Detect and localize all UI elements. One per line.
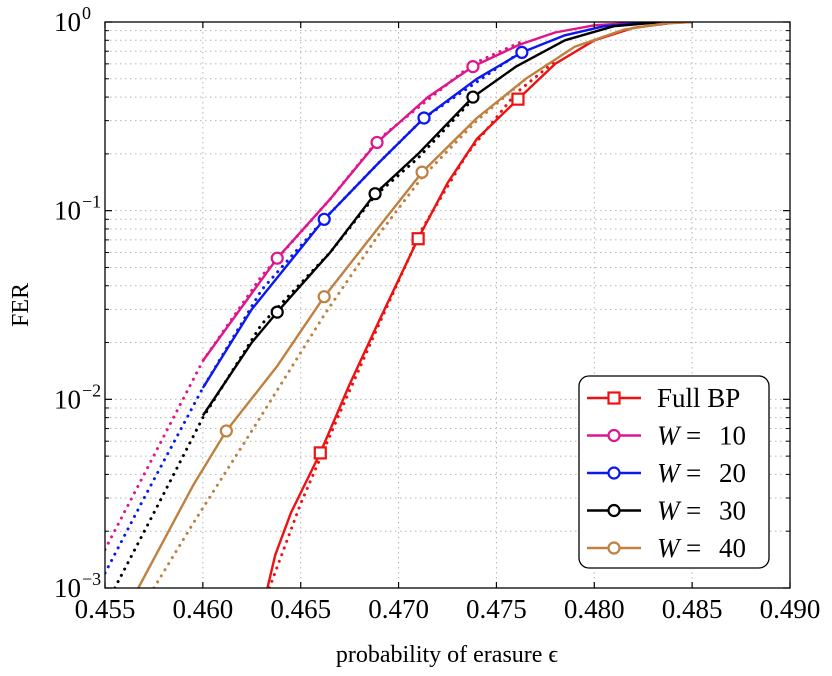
legend-item: W = 10 bbox=[587, 421, 746, 451]
x-tick-label: 0.470 bbox=[368, 594, 429, 624]
legend-label: W bbox=[657, 533, 682, 563]
data-point bbox=[368, 187, 382, 201]
legend-equals: = bbox=[686, 496, 701, 526]
data-point bbox=[313, 446, 327, 460]
y-tick-label: 10 bbox=[54, 573, 81, 603]
data-point bbox=[219, 424, 233, 438]
legend-equals: = bbox=[686, 533, 701, 563]
series-dotted-line bbox=[152, 77, 528, 588]
x-tick-label: 0.465 bbox=[270, 594, 331, 624]
legend-label: Full BP bbox=[657, 383, 740, 413]
legend-value: 30 bbox=[719, 496, 746, 526]
data-point bbox=[515, 45, 529, 60]
legend-label: W bbox=[657, 421, 682, 451]
x-tick-labels: 0.455 0.460 0.465 0.470 0.475 0.480 0.485 0.490 bbox=[75, 594, 821, 624]
x-tick-label: 0.455 bbox=[75, 594, 136, 624]
y-tick-exponent: 0 bbox=[82, 3, 91, 23]
data-point bbox=[317, 290, 331, 304]
data-point bbox=[317, 212, 331, 226]
legend-value: 20 bbox=[719, 458, 746, 488]
x-tick-label: 0.485 bbox=[662, 594, 723, 624]
x-tick-label: 0.490 bbox=[760, 594, 821, 624]
legend-item: Full BP bbox=[587, 383, 740, 413]
legend-item: W = 40 bbox=[587, 533, 746, 563]
legend-label: W bbox=[657, 496, 682, 526]
x-axis-title: probability of erasure ϵ bbox=[336, 642, 559, 668]
ticks bbox=[104, 21, 791, 589]
data-layer bbox=[105, 22, 693, 588]
y-tick-label: 10 bbox=[54, 7, 81, 37]
x-tick-label: 0.480 bbox=[564, 594, 625, 624]
data-point bbox=[415, 165, 429, 179]
y-tick-exponent: −1 bbox=[82, 192, 101, 212]
y-tick-exponent: −3 bbox=[82, 569, 101, 589]
legend-swatch-marker bbox=[607, 391, 621, 405]
series-1 bbox=[105, 22, 673, 551]
series-line bbox=[201, 22, 683, 417]
legend: Full BPW = 10W = 20W = 30W = 40 bbox=[578, 375, 770, 569]
data-point bbox=[466, 60, 480, 74]
legend-swatch-marker bbox=[607, 541, 621, 555]
legend-swatch-marker bbox=[607, 503, 621, 518]
y-axis-title: FER bbox=[8, 283, 34, 327]
series-dotted-line bbox=[105, 40, 522, 551]
data-point bbox=[370, 135, 384, 150]
legend-value: 10 bbox=[719, 421, 746, 451]
legend-swatch-marker bbox=[607, 466, 621, 480]
data-point bbox=[466, 90, 480, 104]
legend-box bbox=[578, 375, 770, 569]
data-point bbox=[417, 111, 431, 125]
series-dotted-line bbox=[267, 59, 557, 588]
x-tick-label: 0.460 bbox=[172, 594, 233, 624]
y-tick-label: 10 bbox=[54, 196, 81, 226]
data-point bbox=[411, 232, 425, 246]
legend-equals: = bbox=[686, 421, 701, 451]
legend-value: 40 bbox=[719, 533, 746, 563]
legend-item: W = 30 bbox=[587, 496, 746, 526]
legend-swatch-marker bbox=[607, 428, 621, 443]
data-point bbox=[270, 251, 284, 265]
y-tick-exponent: −2 bbox=[82, 380, 101, 400]
legend-label: W bbox=[657, 458, 682, 488]
legend-item: W = 20 bbox=[587, 458, 746, 488]
data-point bbox=[270, 305, 284, 319]
y-tick-label: 10 bbox=[54, 384, 81, 414]
plot-frame bbox=[104, 21, 791, 589]
data-point bbox=[511, 92, 525, 106]
series-3 bbox=[113, 22, 683, 588]
legend-equals: = bbox=[686, 458, 701, 488]
x-tick-label: 0.475 bbox=[466, 594, 527, 624]
series-4 bbox=[137, 22, 693, 588]
series-dotted-line bbox=[105, 49, 524, 575]
